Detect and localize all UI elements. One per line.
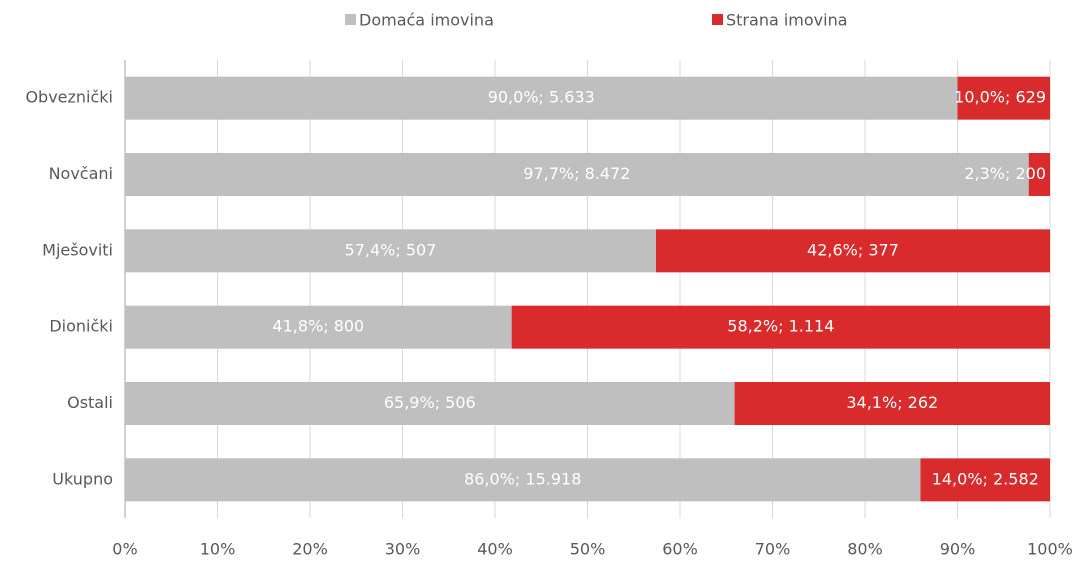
bar-segment — [734, 382, 1050, 425]
bar-segment — [125, 76, 958, 120]
x-tick-label: 100% — [1027, 540, 1073, 559]
bar-segment — [511, 305, 1050, 349]
legend-label: Strana imovina — [726, 11, 848, 30]
data-label: 57,4%; 507 — [345, 240, 437, 259]
data-label: 65,9%; 506 — [384, 393, 476, 412]
bar-segment — [655, 229, 1050, 273]
legend-label: Domaća imovina — [359, 11, 494, 30]
x-tick-label: 20% — [292, 540, 328, 559]
legend-swatch — [712, 14, 723, 25]
data-label: 10,0%; 629 — [954, 88, 1046, 107]
y-tick-label: Dionički — [49, 317, 113, 336]
data-label: 34,1%; 262 — [846, 393, 938, 412]
y-tick-label: Novčani — [49, 164, 113, 183]
bar-segment — [1028, 153, 1050, 196]
data-label: 86,0%; 15.918 — [464, 469, 581, 488]
data-label: 14,0%; 2.582 — [932, 469, 1039, 488]
x-tick-label: 50% — [570, 540, 606, 559]
bar-segment — [125, 458, 921, 502]
x-tick-label: 0% — [112, 540, 137, 559]
bar-segment — [125, 305, 512, 349]
bar-segment — [957, 76, 1050, 120]
y-tick-label: Ukupno — [52, 469, 113, 488]
bar-segment — [125, 229, 656, 273]
data-label: 42,6%; 377 — [807, 240, 899, 259]
bar-segment — [125, 382, 735, 425]
y-tick-label: Mješoviti — [42, 240, 113, 259]
x-tick-label: 70% — [755, 540, 791, 559]
bar-segment — [920, 458, 1050, 502]
y-tick-label: Obveznički — [25, 88, 113, 107]
legend-swatch — [345, 14, 356, 25]
data-label: 2,3%; 200 — [964, 164, 1046, 183]
data-label: 58,2%; 1.114 — [727, 317, 834, 336]
x-tick-label: 60% — [662, 540, 698, 559]
data-label: 90,0%; 5.633 — [488, 88, 595, 107]
x-tick-label: 30% — [385, 540, 421, 559]
bar-segment — [125, 153, 1029, 196]
x-tick-label: 80% — [847, 540, 883, 559]
y-tick-label: Ostali — [67, 393, 113, 412]
x-tick-label: 10% — [200, 540, 236, 559]
x-tick-label: 90% — [940, 540, 976, 559]
x-tick-label: 40% — [477, 540, 513, 559]
data-label: 97,7%; 8.472 — [523, 164, 630, 183]
data-label: 41,8%; 800 — [272, 317, 364, 336]
